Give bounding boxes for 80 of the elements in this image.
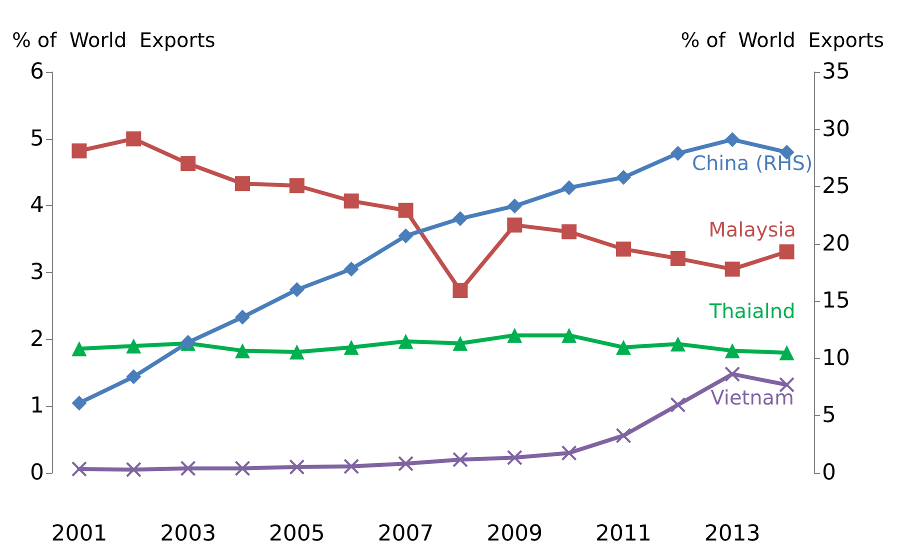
y-tick-label: 4 xyxy=(30,193,44,218)
point xyxy=(398,456,414,472)
series-label: Vietnam xyxy=(710,386,794,410)
point xyxy=(398,202,414,218)
point xyxy=(507,328,522,343)
x-tick-label: 2009 xyxy=(486,522,543,546)
y2-axis-title: % of World Exports xyxy=(680,28,884,52)
point xyxy=(344,458,359,474)
y-axis-title: % of World Exports xyxy=(12,28,216,52)
point xyxy=(724,132,740,148)
point xyxy=(507,218,522,233)
point xyxy=(452,452,468,468)
point xyxy=(670,146,686,161)
x-tick-label: 2013 xyxy=(704,522,760,546)
y2-tick-label: 15 xyxy=(822,288,850,314)
point xyxy=(398,334,414,349)
point xyxy=(616,340,631,355)
point xyxy=(344,262,359,277)
point xyxy=(724,262,740,277)
point xyxy=(616,428,631,444)
point xyxy=(289,459,304,474)
point xyxy=(562,328,577,343)
point xyxy=(289,282,304,298)
point xyxy=(235,460,250,476)
point xyxy=(289,344,304,360)
y2-tick-label: 25 xyxy=(822,174,850,200)
point xyxy=(507,450,522,466)
point xyxy=(235,310,250,325)
point xyxy=(235,343,250,358)
series-label: Malaysia xyxy=(708,218,796,242)
y2-tick-label: 5 xyxy=(822,403,836,428)
point xyxy=(452,336,468,351)
x-tick-label: 2001 xyxy=(51,522,108,546)
point xyxy=(72,143,87,158)
y-tick-label: 0 xyxy=(30,460,44,486)
point xyxy=(724,366,740,382)
point xyxy=(616,242,631,257)
y2-tick-label: 0 xyxy=(822,460,836,486)
point xyxy=(126,131,142,146)
point xyxy=(72,461,87,476)
y2-tick-label: 35 xyxy=(822,60,850,84)
point xyxy=(779,244,794,260)
point xyxy=(72,341,87,356)
point xyxy=(562,180,577,196)
x-tick-label: 2003 xyxy=(160,522,216,546)
y2-tick-label: 20 xyxy=(822,231,850,256)
point xyxy=(507,198,522,214)
y-tick-label: 1 xyxy=(30,394,44,419)
point xyxy=(724,343,740,358)
point xyxy=(562,224,577,240)
point xyxy=(126,369,142,384)
x-tick-label: 2011 xyxy=(596,522,652,546)
point xyxy=(344,340,359,355)
point xyxy=(344,193,359,208)
point xyxy=(670,336,686,352)
point xyxy=(562,445,577,460)
point xyxy=(616,170,631,185)
point xyxy=(126,462,142,478)
point xyxy=(180,156,196,172)
series-label: China (RHS) xyxy=(692,151,813,176)
point xyxy=(670,397,686,412)
y-tick-label: 5 xyxy=(30,126,44,152)
y-tick-label: 6 xyxy=(30,60,44,84)
point xyxy=(126,338,142,354)
y2-tick-label: 30 xyxy=(822,116,850,142)
point xyxy=(398,228,414,244)
y-tick-label: 3 xyxy=(30,260,44,285)
point xyxy=(452,283,468,298)
y-tick-label: 2 xyxy=(30,326,44,352)
point xyxy=(72,396,87,411)
point xyxy=(670,250,686,266)
y2-tick-label: 10 xyxy=(822,346,850,371)
point xyxy=(289,178,304,194)
point xyxy=(180,460,196,476)
point xyxy=(235,176,250,192)
x-tick-label: 2005 xyxy=(268,522,325,546)
series-label: Thaialnd xyxy=(708,299,796,324)
point xyxy=(452,211,468,226)
x-tick-label: 2007 xyxy=(378,522,434,546)
point xyxy=(779,345,794,360)
